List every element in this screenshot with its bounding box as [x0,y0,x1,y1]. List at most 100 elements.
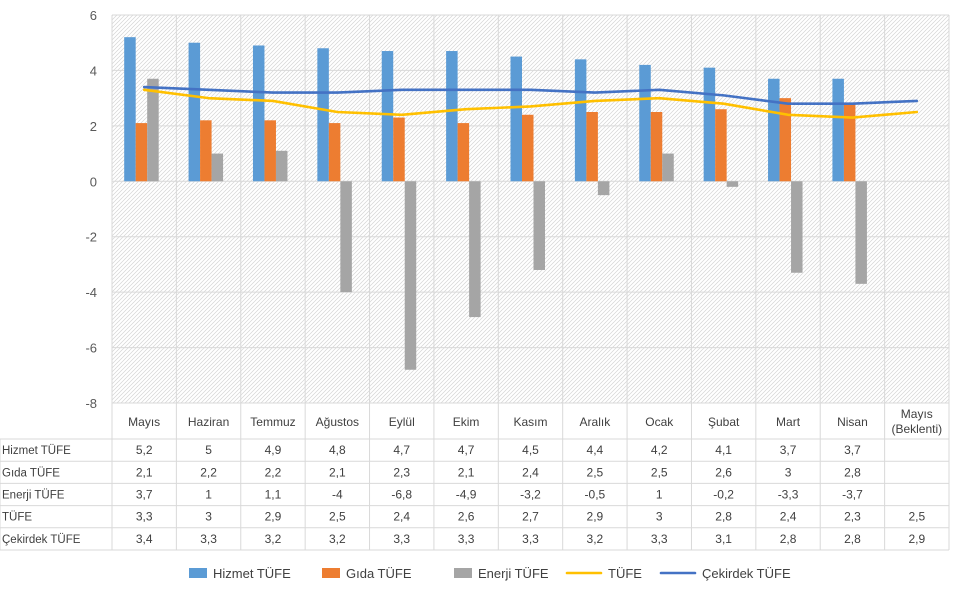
table-value-cell: 3 [205,510,212,524]
table-value-cell: 2,8 [715,510,732,524]
table-value-cell: 4,4 [587,443,604,457]
table-value-cell: 2,5 [651,465,668,479]
y-tick-label: -4 [85,285,97,300]
bar-hizmet-t-fe [188,42,201,182]
bar-hizmet-t-fe [124,37,136,182]
y-tick-label: -2 [85,230,97,245]
table-value-cell: 2,9 [908,532,925,546]
table-value-cell: 2,6 [458,510,475,524]
bar-enerji-t-fe [211,153,224,182]
table-value-cell: 2,3 [844,510,861,524]
table-value-cell: 4,9 [265,443,282,457]
table-value-cell: 3,2 [329,532,346,546]
bar-g-da-t-fe [264,120,276,182]
table-value-cell: 3 [785,465,792,479]
bar-hizmet-t-fe [252,45,265,182]
table-value-cell: 3,2 [265,532,282,546]
table-value-cell: 2,9 [587,510,604,524]
bar-g-da-t-fe [135,123,148,182]
table-value-cell: -3,7 [842,488,863,502]
table-value-cell: 3,3 [200,532,217,546]
table-value-cell: 2,8 [780,532,797,546]
table-value-cell: 2,4 [522,465,539,479]
table-value-cell: 2,6 [715,465,732,479]
bar-g-da-t-fe [843,103,856,182]
table-value-cell: 2,1 [136,465,153,479]
table-header-cell: Temmuz [250,415,295,429]
legend-label: Gıda TÜFE [346,566,412,581]
table-value-cell: 3,7 [136,488,153,502]
table-value-cell: 3,3 [522,532,539,546]
bar-g-da-t-fe [522,114,534,182]
table-value-cell: 2,5 [587,465,604,479]
table-row-label: Gıda TÜFE [2,467,60,479]
y-tick-label: 2 [90,119,97,134]
y-tick-label: 6 [90,8,97,23]
bar-g-da-t-fe [328,123,341,182]
table-value-cell: 2,5 [329,510,346,524]
legend-label: Enerji TÜFE [478,566,549,581]
plot-background [112,15,949,403]
table-value-cell: 2,1 [458,465,475,479]
table-value-cell: 2,2 [265,465,282,479]
table-header-cell: Şubat [708,415,740,429]
table-header-cell: Mayıs [128,415,160,429]
legend-label: Çekirdek TÜFE [702,566,791,581]
bar-hizmet-t-fe [510,56,522,182]
line-t-fe [142,88,919,119]
table-value-cell: 3,1 [715,532,732,546]
line-series [142,85,919,119]
bar-series [124,37,867,370]
bar-hizmet-t-fe [381,51,394,182]
table-header-cell: Haziran [188,415,229,429]
bar-hizmet-t-fe [768,78,780,182]
table-value-cell: 1 [656,488,663,502]
table-value-cell: -0,2 [713,488,734,502]
table-value-cell: -4 [332,488,343,502]
table-value-cell: 2,7 [522,510,539,524]
table-value-cell: 4,2 [651,443,668,457]
table-value-cell: 3,7 [844,443,861,457]
table-value-cell: 2,3 [393,465,410,479]
table-value-cell: -3,2 [520,488,541,502]
table-value-cell: 3,4 [136,532,153,546]
legend: Hizmet TÜFE Gıda TÜFE Enerji TÜFE TÜFE Çekir… [189,566,791,581]
bar-hizmet-t-fe [317,48,329,182]
table-value-cell: 4,7 [458,443,475,457]
bar-enerji-t-fe [404,181,417,370]
table-value-cell: 2,4 [780,510,797,524]
table-value-cell: 4,1 [715,443,732,457]
table-value-cell: 3,2 [587,532,604,546]
table-value-cell: 3,3 [136,510,153,524]
table-header-cell: Mart [776,415,801,429]
bar-g-da-t-fe [715,109,727,182]
table-value-cell: -0,5 [585,488,606,502]
table-header-cell: Ocak [645,415,674,429]
table-value-cell: -3,3 [778,488,799,502]
bar-enerji-t-fe [662,153,674,182]
table-value-cell: 2,4 [393,510,410,524]
table-value-cell: 2,9 [265,510,282,524]
legend-label: TÜFE [608,566,642,581]
table-row-label: TÜFE [2,512,32,524]
table-value-cell: 2,2 [200,465,217,479]
table-value-cell: 5,2 [136,443,153,457]
table-header-cell: Aralık [580,415,612,429]
bar-g-da-t-fe [586,112,598,182]
table-header-cell: Kasım [513,415,547,429]
bar-enerji-t-fe [275,150,288,182]
bar-g-da-t-fe [457,123,470,182]
bar-hizmet-t-fe [832,78,844,182]
bar-hizmet-t-fe [574,59,587,182]
bar-g-da-t-fe [650,112,663,182]
bar-enerji-t-fe [533,181,545,270]
bar-enerji-t-fe [726,181,739,187]
data-table: Mayıs Haziran Temmuz Ağustos Eylül Ekim Kasım A… [0,402,949,551]
table-value-cell: 3,3 [651,532,668,546]
bar-enerji-t-fe [791,181,803,273]
y-tick-label: 0 [90,174,97,189]
table-value-cell: 4,8 [329,443,346,457]
bar-enerji-t-fe [147,78,159,182]
